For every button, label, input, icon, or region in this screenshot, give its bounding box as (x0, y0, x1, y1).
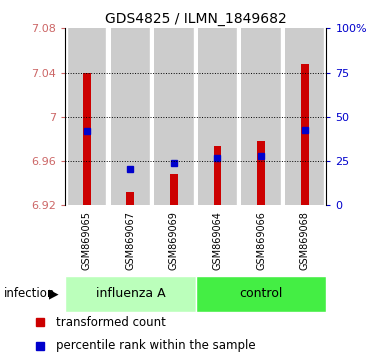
Bar (242, 28, 281, 205)
Bar (154, 28, 194, 205)
Text: GSM869068: GSM869068 (300, 211, 310, 270)
Text: GSM869067: GSM869067 (125, 211, 135, 270)
Text: infection: infection (4, 287, 55, 300)
Text: ▶: ▶ (49, 287, 59, 300)
Text: percentile rank within the sample: percentile rank within the sample (56, 339, 256, 352)
Text: control: control (239, 287, 283, 300)
Bar (257, 141, 265, 205)
Bar (214, 145, 221, 205)
Text: GSM869069: GSM869069 (169, 211, 179, 270)
Text: transformed count: transformed count (56, 316, 166, 329)
Bar (170, 174, 178, 205)
Bar (301, 64, 309, 205)
Bar (67, 28, 106, 205)
Bar (285, 28, 324, 205)
Bar (111, 28, 150, 205)
Text: influenza A: influenza A (95, 287, 165, 300)
Text: GSM869066: GSM869066 (256, 211, 266, 270)
Bar (83, 73, 91, 205)
Bar (127, 192, 134, 205)
Text: GSM869065: GSM869065 (82, 211, 92, 270)
FancyBboxPatch shape (65, 276, 196, 312)
Text: GSM869064: GSM869064 (213, 211, 223, 270)
FancyBboxPatch shape (196, 276, 326, 312)
Title: GDS4825 / ILMN_1849682: GDS4825 / ILMN_1849682 (105, 12, 286, 26)
Bar (198, 28, 237, 205)
